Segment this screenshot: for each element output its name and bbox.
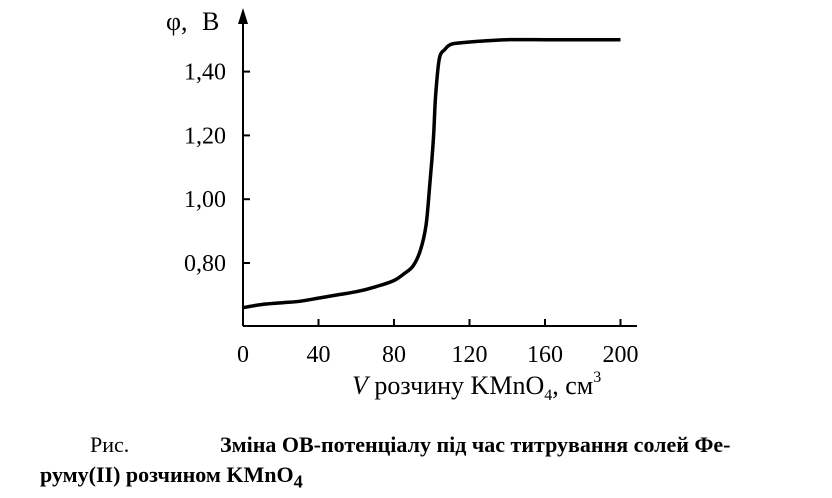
y-axis-unit: В <box>202 7 219 36</box>
x-tick-label: 120 <box>452 342 488 368</box>
caption-sub: 4 <box>293 471 303 492</box>
x-axis-var: V <box>352 371 371 400</box>
x-axis-text-b: , см <box>552 371 593 400</box>
x-tick-label: 40 <box>307 342 331 368</box>
caption-text-1: Зміна ОВ-потенціалу під час титрування с… <box>220 432 731 457</box>
ticks: 0 40 80 120 160 200 0,80 1,00 1,20 1,40 <box>184 60 639 368</box>
x-tick-label: 0 <box>237 342 249 368</box>
y-tick-label: 0,80 <box>184 251 226 277</box>
y-axis-symbol: φ, <box>166 7 188 36</box>
potential-curve <box>242 37 621 310</box>
caption-text-2: руму(II) розчином KMnO <box>40 462 294 487</box>
caption-line-1: Рис. Зміна ОВ-потенціалу під час титруван… <box>40 430 820 460</box>
x-axis-sup: 3 <box>593 369 601 386</box>
x-tick-label: 80 <box>382 342 406 368</box>
y-tick-label: 1,00 <box>184 187 226 213</box>
x-axis-sub: 4 <box>544 387 552 404</box>
y-axis-title: φ, В <box>166 7 219 36</box>
caption-line-2: руму(II) розчином KMnO4 <box>40 460 820 496</box>
y-tick-label: 1,40 <box>184 60 226 86</box>
y-axis-arrow <box>238 8 248 24</box>
axes <box>238 8 637 327</box>
y-tick-label: 1,20 <box>184 123 226 149</box>
x-axis-text-a: розчину KMnO <box>368 371 544 400</box>
x-axis-title: V розчину KMnO4, см3 <box>352 369 601 404</box>
figure-caption: Рис. Зміна ОВ-потенціалу під час титруван… <box>40 430 820 496</box>
titration-chart: 0 40 80 120 160 200 0,80 1,00 1,20 1,40 φ, В V ро… <box>166 7 639 404</box>
x-tick-label: 200 <box>603 342 639 368</box>
caption-fig-label: Рис. <box>90 432 130 457</box>
x-tick-label: 160 <box>527 342 563 368</box>
